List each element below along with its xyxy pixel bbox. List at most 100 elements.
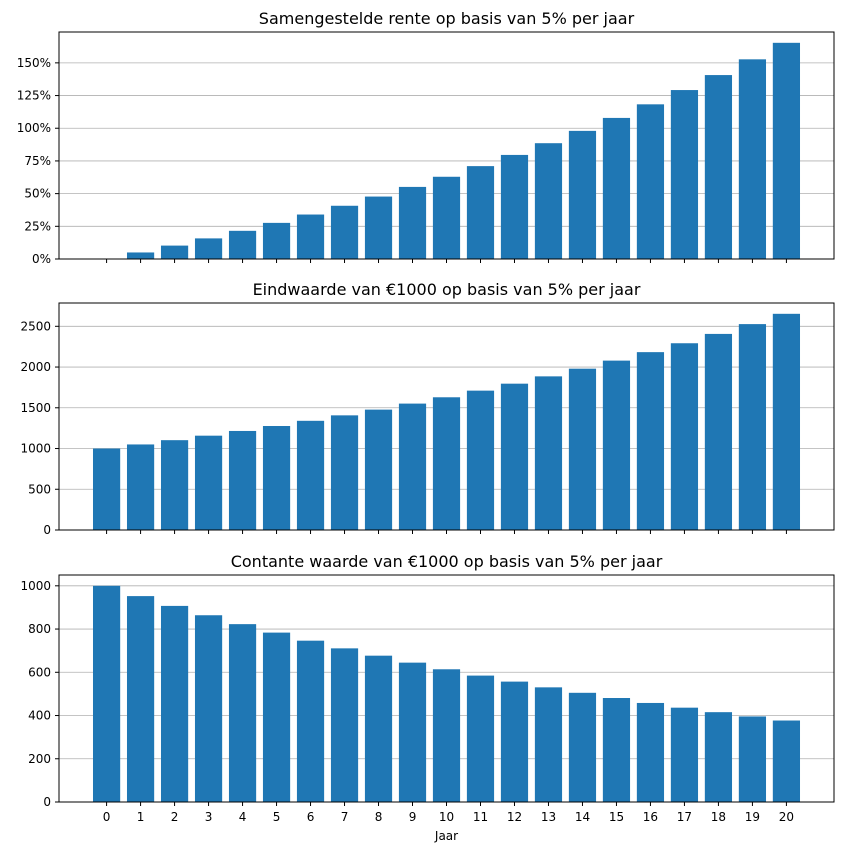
bar-4: [228, 624, 257, 802]
y-tick-label: 1500: [20, 401, 51, 415]
bar-17: [670, 707, 699, 802]
chart-title: Samengestelde rente op basis van 5% per …: [259, 9, 635, 28]
bar-13: [534, 687, 563, 802]
y-tick-label: 2500: [20, 319, 51, 333]
bar-14: [568, 368, 597, 530]
x-tick-label: 16: [643, 810, 658, 824]
bar-6: [296, 214, 325, 259]
bar-20: [772, 42, 801, 260]
y-tick-label: 600: [28, 665, 51, 679]
bar-10: [432, 669, 461, 802]
bar-3: [194, 238, 223, 259]
bar-1: [126, 444, 155, 530]
y-tick-label: 400: [28, 709, 51, 723]
bar-12: [500, 154, 529, 259]
x-tick-label: 2: [171, 810, 179, 824]
bar-8: [364, 196, 393, 259]
bar-17: [670, 90, 699, 259]
y-tick-label: 500: [28, 482, 51, 496]
y-tick-label: 2000: [20, 360, 51, 374]
x-axis-label: Jaar: [434, 829, 458, 843]
bar-18: [704, 333, 733, 530]
x-tick-label: 13: [541, 810, 556, 824]
x-tick-label: 7: [341, 810, 349, 824]
bar-19: [738, 59, 767, 259]
bar-16: [636, 104, 665, 259]
y-tick-label: 800: [28, 622, 51, 636]
bar-10: [432, 176, 461, 259]
bar-5: [262, 632, 291, 802]
y-tick-label: 0%: [32, 252, 51, 266]
bar-15: [602, 360, 631, 530]
bar-15: [602, 698, 631, 802]
bar-3: [194, 615, 223, 802]
bar-13: [534, 376, 563, 530]
bar-0: [92, 448, 121, 530]
x-tick-label: 6: [307, 810, 315, 824]
y-tick-label: 0: [43, 523, 51, 537]
bar-18: [704, 75, 733, 259]
bar-7: [330, 205, 359, 259]
bar-11: [466, 675, 495, 802]
x-tick-label: 4: [239, 810, 247, 824]
bar-19: [738, 716, 767, 802]
bar-14: [568, 130, 597, 259]
bar-20: [772, 720, 801, 802]
bar-12: [500, 681, 529, 802]
x-tick-label: 1: [137, 810, 145, 824]
bar-9: [398, 403, 427, 530]
bar-7: [330, 415, 359, 530]
x-tick-label: 8: [375, 810, 383, 824]
bar-11: [466, 166, 495, 259]
bar-0: [92, 585, 121, 802]
bar-7: [330, 648, 359, 802]
chart-panel-2: 0 500 1000 1500 2000 2500 Eindwaarde van €1000…: [20, 280, 835, 537]
x-tick-label: 0: [103, 810, 111, 824]
x-tick-label: 15: [609, 810, 624, 824]
bar-12: [500, 383, 529, 530]
bar-11: [466, 390, 495, 530]
chart-panel-1: 0% 25% 50% 75% 100% 125% 150% Samengestelde ren…: [17, 9, 835, 266]
x-tick-label: 3: [205, 810, 213, 824]
bar-9: [398, 662, 427, 802]
bar-2: [160, 440, 189, 530]
y-tick-label: 150%: [17, 56, 51, 70]
x-tick-label: 11: [473, 810, 488, 824]
y-tick-label: 125%: [17, 89, 51, 103]
x-tick-label: 19: [745, 810, 760, 824]
y-tick-label: 100%: [17, 121, 51, 135]
bar-19: [738, 324, 767, 530]
bar-5: [262, 426, 291, 530]
bar-15: [602, 117, 631, 259]
x-tick-label: 17: [677, 810, 692, 824]
x-tick-label: 5: [273, 810, 281, 824]
bar-20: [772, 313, 801, 530]
chart-title: Contante waarde van €1000 op basis van 5…: [231, 552, 663, 571]
y-tick-label: 0: [43, 795, 51, 809]
x-tick-label: 18: [711, 810, 726, 824]
bar-1: [126, 252, 155, 259]
bar-2: [160, 605, 189, 802]
bar-5: [262, 222, 291, 259]
y-tick-label: 1000: [20, 442, 51, 456]
bar-8: [364, 655, 393, 802]
bar-17: [670, 343, 699, 530]
bar-4: [228, 430, 257, 530]
bar-10: [432, 397, 461, 530]
x-tick-label: 14: [575, 810, 590, 824]
bar-14: [568, 692, 597, 802]
bar-2: [160, 245, 189, 259]
y-tick-label: 1000: [20, 579, 51, 593]
x-tick-label: 20: [779, 810, 794, 824]
bar-8: [364, 409, 393, 530]
bar-6: [296, 640, 325, 802]
x-tick-label: 12: [507, 810, 522, 824]
bar-16: [636, 352, 665, 530]
bar-4: [228, 230, 257, 259]
bar-3: [194, 435, 223, 530]
bar-9: [398, 186, 427, 259]
x-tick-label: 9: [409, 810, 417, 824]
chart-title: Eindwaarde van €1000 op basis van 5% per…: [253, 280, 641, 299]
